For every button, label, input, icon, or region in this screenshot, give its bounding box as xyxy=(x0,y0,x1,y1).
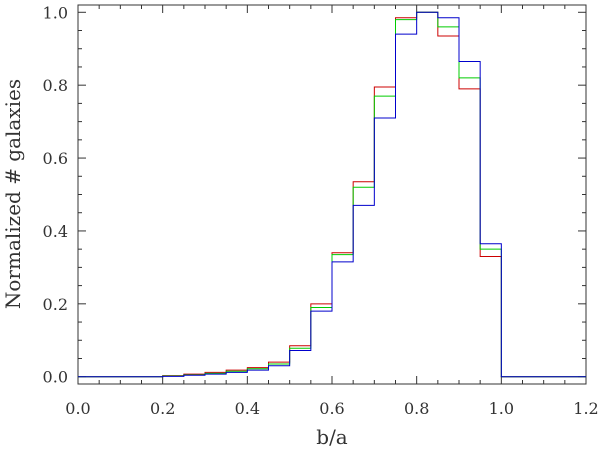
x-tick-label: 0.6 xyxy=(319,399,344,418)
x-tick-label: 0.4 xyxy=(235,399,260,418)
y-tick-label: 0.6 xyxy=(43,149,68,168)
x-tick-label: 1.0 xyxy=(489,399,514,418)
histogram-series-2 xyxy=(78,11,586,378)
tick-labels: 0.0 0.2 0.4 0.6 0.8 1.0 1.2 0.0 0.2 0.4 0.6 0.8 1.0 xyxy=(43,3,599,418)
x-tick-label: 0.2 xyxy=(150,399,175,418)
x-tick-label: 0.0 xyxy=(65,399,90,418)
y-tick-label: 0.8 xyxy=(43,76,68,95)
axis-ticks xyxy=(77,5,587,384)
y-tick-label: 1.0 xyxy=(43,3,68,22)
y-tick-label: 0.0 xyxy=(43,368,68,387)
x-tick-label: 0.8 xyxy=(404,399,429,418)
y-tick-label: 0.4 xyxy=(43,222,68,241)
x-tick-label: 1.2 xyxy=(573,399,598,418)
y-tick-label: 0.2 xyxy=(43,295,68,314)
series-group xyxy=(78,11,586,378)
histogram-series-1 xyxy=(78,11,586,378)
plot-frame xyxy=(77,4,587,385)
histogram-series-3 xyxy=(78,11,586,378)
x-axis-title: b/a xyxy=(316,425,348,449)
y-axis-title: Normalized # galaxies xyxy=(1,79,25,309)
